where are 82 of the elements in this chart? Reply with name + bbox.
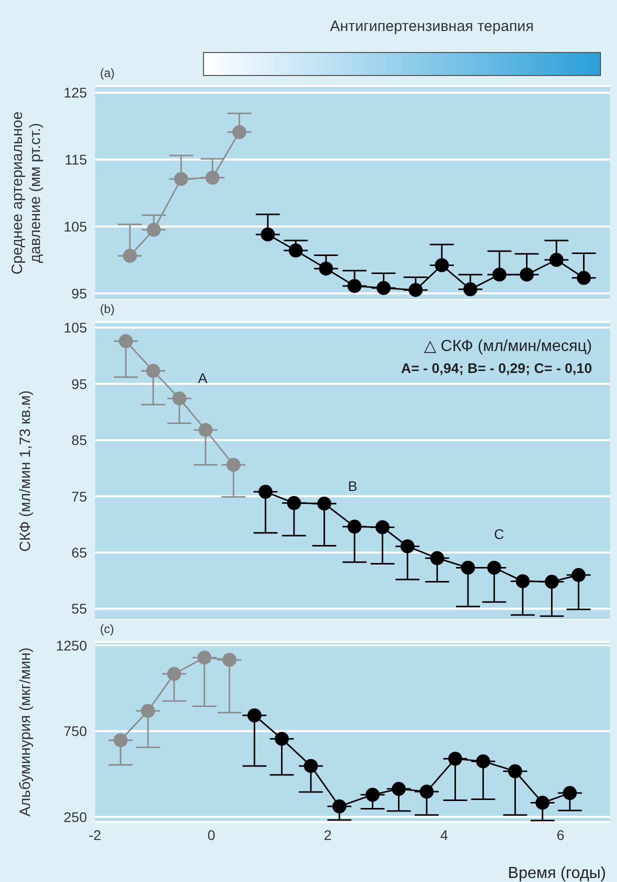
point [461, 560, 476, 575]
x-tick-label: 4 [440, 826, 448, 843]
x-tick-label: -2 [88, 826, 102, 843]
point [366, 788, 380, 802]
point [376, 280, 391, 295]
point [122, 248, 137, 263]
point [430, 551, 444, 566]
y-tick-label: 105 [64, 320, 88, 336]
point [304, 758, 318, 773]
point [232, 125, 246, 140]
point [260, 227, 275, 242]
point [492, 268, 506, 282]
point [576, 270, 591, 285]
y-tick-label: 105 [64, 218, 88, 234]
point [348, 278, 362, 293]
chart-subtitle: (c) [100, 622, 114, 636]
point [258, 484, 273, 499]
point [408, 282, 423, 297]
point [332, 799, 346, 814]
point [476, 754, 490, 768]
point [287, 496, 302, 510]
point [174, 172, 188, 186]
point [274, 732, 289, 746]
point [319, 262, 334, 276]
point [206, 170, 220, 185]
y-tick-label: 115 [64, 152, 88, 168]
point [167, 666, 182, 681]
point [247, 708, 262, 722]
y-tick-label: 65 [71, 544, 88, 560]
point [375, 520, 390, 534]
point [140, 704, 155, 718]
point [146, 222, 161, 237]
x-tick-label: 0 [207, 826, 216, 843]
point [288, 244, 303, 258]
annotation: B [348, 478, 358, 494]
point [535, 796, 550, 810]
point [420, 784, 434, 799]
point [448, 752, 462, 766]
y-axis-title: Среднее артериальное давление (мм рт.ст.) [9, 111, 44, 275]
y-tick-label: 95 [71, 376, 88, 392]
point [508, 764, 522, 778]
point [198, 422, 213, 437]
point [516, 574, 530, 588]
y-tick-label: 1250 [56, 637, 88, 654]
y-tick-label: 85 [71, 432, 88, 448]
annotation: C [494, 526, 504, 542]
point [392, 782, 406, 796]
point [520, 268, 534, 282]
annotation: A= - 0,94; B= - 0,29; C= - 0,10 [400, 360, 592, 376]
y-tick-label: 55 [71, 600, 88, 617]
point [222, 652, 236, 667]
chart-title: Антигипертензивная терапия [330, 18, 534, 35]
annotation: △ СКФ (мл/мин/месяц) [424, 337, 592, 356]
point [114, 733, 128, 748]
point [549, 252, 564, 267]
chart-subtitle: (b) [100, 302, 115, 316]
y-tick-label: 125 [64, 84, 88, 101]
point [118, 334, 133, 348]
y-tick-label: 95 [71, 285, 88, 302]
y-tick-label: 750 [64, 723, 88, 740]
x-axis-title: Время (годы) [508, 865, 606, 882]
y-tick-label: 250 [64, 808, 88, 825]
point [226, 458, 240, 472]
point [572, 568, 586, 582]
point [562, 786, 577, 800]
annotation: A [198, 370, 208, 386]
point [400, 539, 414, 554]
point [463, 282, 478, 296]
chart-subtitle: (a) [100, 66, 115, 80]
point [146, 364, 160, 378]
point [197, 650, 212, 665]
point [487, 560, 502, 575]
y-tick-label: 75 [71, 488, 88, 504]
point [348, 520, 362, 534]
point [172, 391, 186, 406]
point [317, 496, 332, 511]
point [544, 574, 559, 589]
y-axis-title: СКФ (мл/мин 1,73 кв.м) [17, 390, 34, 552]
x-tick-label: 6 [556, 826, 565, 843]
point [434, 258, 449, 272]
x-tick-label: 2 [324, 826, 332, 843]
y-axis-title: Альбуминурия (мкг/мин) [17, 648, 34, 816]
